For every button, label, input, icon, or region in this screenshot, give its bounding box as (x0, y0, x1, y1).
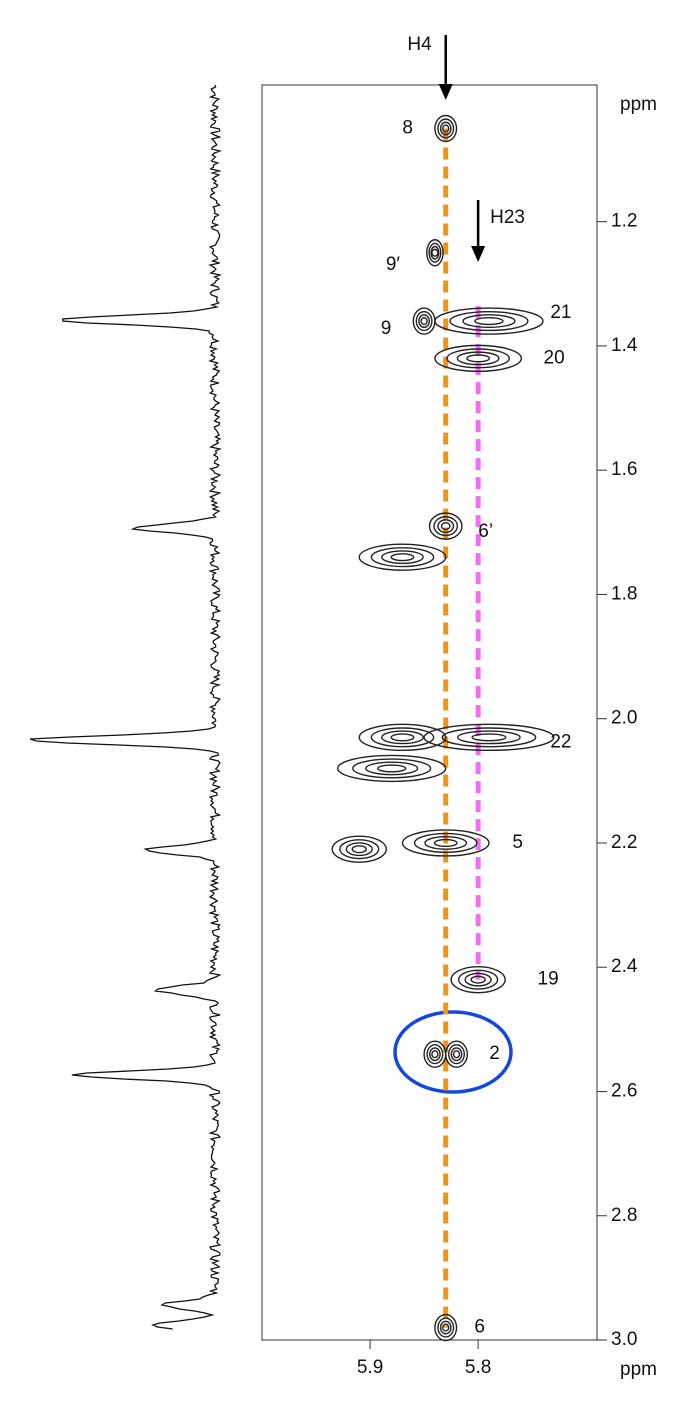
y-tick-label: 1.2 (611, 211, 637, 232)
peak-contour (430, 245, 440, 260)
y-tick-label: 1.4 (611, 335, 638, 356)
peak-contour (358, 723, 447, 752)
peak-label: 22 (550, 731, 571, 752)
peak-contour (426, 239, 444, 267)
peak-contour (446, 348, 510, 369)
peak-contour (434, 307, 544, 335)
peak-contour (336, 754, 447, 783)
peak-contour (456, 351, 500, 366)
peak-contour (466, 354, 491, 363)
arrow-head (471, 246, 486, 262)
peak-contour (352, 758, 432, 779)
peak-contour (441, 727, 537, 748)
x-axis-label: ppm (620, 1359, 657, 1380)
marker-label: H4 (407, 34, 432, 55)
peak-label: 20 (544, 347, 565, 368)
peak-contour (418, 314, 430, 329)
peak-contour (370, 547, 435, 568)
peak-contour (462, 314, 516, 329)
peak-contour (345, 842, 373, 857)
peak-contour (401, 829, 490, 857)
peak-contour (434, 344, 523, 373)
peak-contour (423, 723, 555, 752)
peak-contour (331, 835, 387, 863)
y-tick-label: 2.4 (611, 956, 638, 977)
marker-label: H23 (490, 207, 525, 228)
peak-contour (437, 519, 455, 534)
peak-contour (464, 972, 492, 987)
peak-contour (437, 118, 455, 139)
peak-contour (433, 838, 458, 848)
peak-contour (413, 832, 478, 854)
peak-contour (390, 733, 415, 742)
peak-label: 19 (538, 969, 559, 990)
projection-spectrum (29, 84, 223, 1330)
peak-contour (445, 1040, 469, 1068)
plot-frame (261, 84, 598, 1341)
x-tick-label: 5.8 (465, 1357, 491, 1378)
y-tick-label: 1.8 (611, 583, 637, 604)
peak-contour (471, 733, 507, 742)
peak-contour (450, 965, 506, 994)
peak-contour (424, 836, 468, 850)
peak-contour (381, 730, 424, 745)
peak-contour (440, 522, 451, 531)
peak-label: 9′ (386, 254, 401, 275)
peak-contour (376, 764, 407, 773)
peak-contour (415, 311, 433, 332)
peak-contour (426, 1044, 444, 1065)
peak-contour (434, 114, 458, 143)
peak-contour (365, 761, 419, 776)
y-tick-label: 2.2 (611, 832, 637, 853)
y-tick-label: 2.0 (611, 708, 637, 729)
peak-contour (429, 1047, 441, 1062)
y-axis-label: ppm (620, 94, 657, 115)
peak-contour (358, 543, 447, 571)
peak-label: 6’ (478, 521, 493, 542)
peak-contour (439, 1320, 452, 1335)
peak-contour (450, 1047, 463, 1062)
peak-label: 9 (381, 318, 392, 339)
peak-contour (474, 317, 504, 326)
peak-contour (390, 553, 415, 562)
peak-contour (339, 839, 380, 860)
y-tick-label: 2.6 (611, 1081, 637, 1102)
x-tick-label: 5.9 (357, 1357, 383, 1378)
peak-contour (449, 311, 529, 332)
peak-contour (448, 1044, 465, 1065)
peak-contour (442, 124, 450, 133)
peak-contour (470, 975, 486, 984)
peak-contour (431, 1050, 439, 1059)
peak-label: 5 (512, 832, 523, 853)
peak-contour (433, 516, 459, 537)
peak-contour (370, 727, 435, 748)
peak-contour (437, 1317, 455, 1338)
peak-contour (442, 1323, 450, 1332)
peak-contour (428, 512, 463, 540)
peak-contour (428, 242, 442, 263)
peak-contour (351, 845, 367, 854)
arrow-head (438, 84, 453, 100)
peak-contour (420, 317, 428, 326)
y-tick-label: 1.6 (611, 459, 637, 480)
peak-contour (452, 1050, 461, 1059)
peak-contour (381, 550, 424, 565)
y-tick-label: 3.0 (611, 1329, 637, 1350)
peak-contour (439, 121, 452, 136)
peak-contour (434, 1313, 458, 1342)
peak-label: 21 (550, 302, 571, 323)
peak-label: 6 (474, 1317, 485, 1338)
peak-contour (431, 248, 439, 257)
y-tick-label: 2.8 (611, 1205, 637, 1226)
peak-contour (457, 730, 521, 745)
peak-label: 8 (402, 118, 413, 139)
highlight-circle (393, 1010, 513, 1094)
peak-contour (457, 969, 499, 990)
peak-label: 2 (489, 1043, 500, 1064)
